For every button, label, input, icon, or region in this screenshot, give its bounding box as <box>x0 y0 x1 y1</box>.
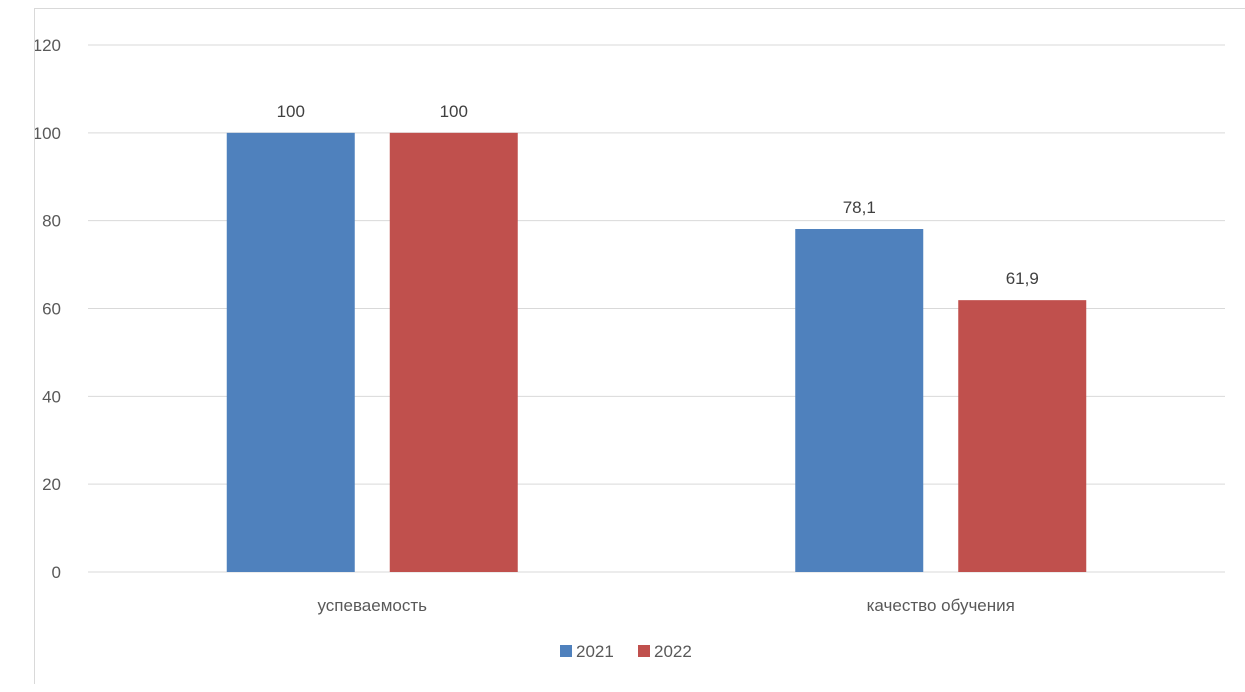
data-label: 61,9 <box>1006 269 1039 288</box>
bar-2021-2 <box>795 229 924 572</box>
data-label: 100 <box>277 102 305 121</box>
bars <box>226 132 1087 572</box>
y-axis-ticks: 0 20 40 60 80 100 120 <box>33 36 61 582</box>
bar-2021-1 <box>226 132 355 572</box>
x-tick-label: успеваемость <box>317 596 427 615</box>
legend: 2021 2022 <box>560 642 692 661</box>
y-tick-label: 120 <box>35 36 61 55</box>
x-tick-label: качество обучения <box>867 596 1015 615</box>
y-tick-label: 20 <box>42 475 61 494</box>
y-tick-label: 80 <box>42 212 61 231</box>
legend-label: 2022 <box>654 642 692 661</box>
data-label: 100 <box>440 102 468 121</box>
legend-label: 2021 <box>576 642 614 661</box>
y-tick-label: 60 <box>42 300 61 319</box>
data-labels: 100 100 78,1 61,9 <box>277 102 1039 288</box>
y-tick-label: 40 <box>42 387 61 406</box>
chart-frame: 0 20 40 60 80 100 120 100 100 78,1 61,9 успеваемо… <box>33 8 1245 684</box>
y-tick-label: 100 <box>35 124 61 143</box>
bar-chart: 0 20 40 60 80 100 120 100 100 78,1 61,9 успеваемо… <box>33 36 1225 661</box>
data-label: 78,1 <box>843 198 876 217</box>
legend-swatch-2022 <box>638 645 650 657</box>
bar-2022-2 <box>958 300 1087 572</box>
legend-swatch-2021 <box>560 645 572 657</box>
x-axis-ticks: успеваемость качество обучения <box>317 596 1014 615</box>
y-tick-label: 0 <box>52 563 61 582</box>
bar-2022-1 <box>389 132 518 572</box>
